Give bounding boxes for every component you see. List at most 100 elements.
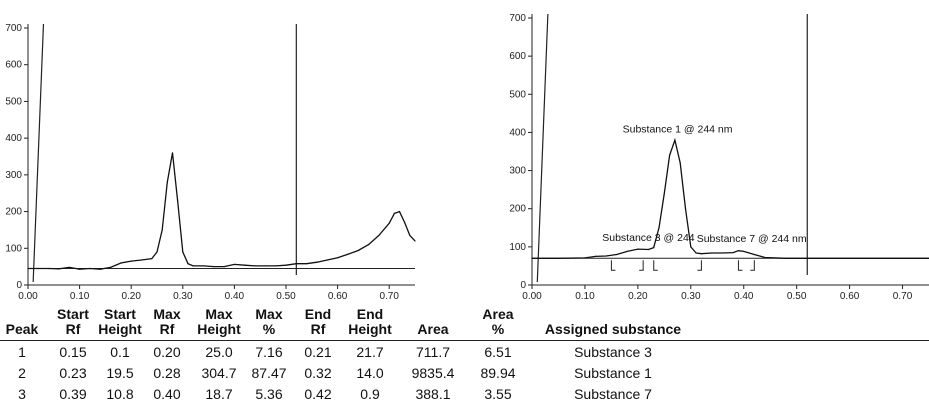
table-header-line-2: Height	[98, 321, 142, 337]
trace-point	[367, 244, 370, 246]
trace-point	[653, 247, 655, 249]
trace-point	[616, 253, 618, 256]
x-tick-label: 0.50	[787, 291, 807, 302]
trace-point	[594, 255, 597, 257]
trace-point	[156, 251, 158, 253]
x-tick-label: 0.50	[276, 291, 296, 302]
trace-point	[187, 263, 189, 265]
table-header-line-2: Area	[417, 321, 449, 337]
x-tick-label: 0.40	[734, 291, 754, 302]
trace-point	[326, 259, 328, 261]
table-cell: 6.51	[484, 344, 512, 360]
trace-point	[684, 208, 687, 210]
table-cell: 711.7	[416, 344, 450, 360]
table-header-line-2: Height	[348, 321, 392, 337]
table-cell: 25.0	[205, 344, 233, 360]
table-header-line-2: %	[491, 321, 505, 337]
peak-end-bracket	[750, 260, 755, 271]
x-tick-label: 0.60	[840, 291, 860, 302]
y-tick-label: 600	[5, 60, 22, 71]
table-cell: 0.9	[360, 386, 380, 402]
y-tick-label: 0	[520, 280, 526, 291]
peak-end-bracket	[697, 260, 702, 271]
table-cell: 388.1	[415, 386, 451, 402]
y-tick-label: 200	[5, 207, 22, 218]
x-tick-label: 0.10	[575, 291, 595, 302]
table-header-line-1: Start	[104, 306, 136, 322]
peak-table: Peak Start Rf Start Height Max Rf Max Height Max%…	[0, 305, 929, 415]
table-cell: 18.7	[205, 386, 233, 402]
table-cell: 7.16	[255, 344, 283, 360]
trace-point	[531, 257, 533, 259]
trace-point	[637, 248, 639, 250]
table-header-line-2: %	[262, 321, 276, 337]
table-cell: 3	[18, 386, 26, 402]
table-header: Max Height	[197, 307, 241, 337]
y-tick-label: 700	[5, 23, 22, 34]
x-tick-label: 0.00	[18, 291, 38, 302]
trace-point	[398, 210, 401, 213]
y-tick-label: 600	[509, 51, 526, 62]
trace-point	[690, 246, 692, 248]
table-cell: 0.20	[153, 344, 181, 360]
y-tick-label: 200	[509, 204, 526, 215]
trace-point	[806, 257, 808, 259]
table-header: Assigned substance	[545, 307, 681, 337]
table-cell: 10.8	[106, 386, 134, 402]
trace-point	[202, 265, 205, 267]
trace-point	[626, 250, 628, 253]
table-cell: 0.39	[59, 386, 87, 402]
table-header-line-1	[545, 307, 681, 322]
table-header-line-2: Assigned substance	[544, 321, 682, 337]
trace-point	[764, 256, 766, 259]
y-tick-label: 300	[5, 170, 22, 181]
trace-point	[254, 265, 256, 267]
trace-point	[295, 263, 297, 265]
table-cell: 2	[18, 365, 26, 381]
trace-point	[27, 267, 29, 270]
table-row: 3 0.39 10.8 0.40 18.7 5.36 0.42 0.9 388.1 3.55 Sub…	[0, 386, 929, 406]
y-tick-label: 100	[5, 243, 22, 254]
table-header-line-1	[417, 307, 448, 322]
trace-point	[68, 266, 70, 268]
table-header-line-2: Rf	[310, 321, 326, 337]
table-cell: 0.1	[110, 344, 130, 360]
y-tick-label: 100	[509, 242, 526, 253]
peak-annotation: Substance 7 @ 244 nm	[697, 233, 807, 245]
trace-point	[711, 252, 713, 254]
trace-point	[130, 260, 132, 262]
x-tick-label: 0.30	[681, 291, 701, 302]
trace-point	[695, 252, 697, 254]
trace-point	[109, 266, 112, 268]
trace-point	[605, 255, 607, 257]
x-tick-label: 0.00	[522, 291, 542, 302]
trace-point	[48, 267, 50, 270]
application-line	[32, 23, 45, 283]
x-tick-label: 0.70	[893, 291, 913, 302]
densitogram-figure: 0 100 200 300 400 500 600 700 0.00 0.10 0.20 0.30 0.…	[5, 13, 929, 302]
table-header-line-2: Rf	[65, 321, 81, 337]
trace-point	[233, 263, 235, 266]
densitogram-left: 0 100 200 300 400 500 600 700 0.00 0.10 0.20 0.30 0.…	[5, 23, 416, 302]
table-header-line-1: Area	[482, 306, 514, 322]
trace-point	[275, 265, 277, 267]
trace-point	[663, 192, 665, 195]
trace-point	[140, 259, 143, 261]
trace-point	[378, 234, 380, 237]
y-tick-label: 300	[509, 166, 526, 177]
trace-point	[674, 139, 676, 141]
trace-point	[584, 257, 586, 259]
table-cell: 0.28	[153, 365, 181, 381]
table-cell: 0.40	[153, 386, 181, 402]
trace-point	[316, 261, 318, 263]
trace-point	[785, 257, 787, 259]
table-cell: 89.94	[480, 365, 516, 381]
trace-point	[409, 234, 411, 237]
trace-point	[700, 253, 702, 255]
trace-point	[223, 266, 225, 268]
peak-start-bracket	[653, 260, 658, 271]
table-header-line-2: Peak	[5, 321, 39, 337]
table-cell: Substance 3	[574, 344, 652, 360]
x-tick-label: 0.30	[173, 291, 193, 302]
table-header-line-1: Max	[255, 306, 283, 322]
